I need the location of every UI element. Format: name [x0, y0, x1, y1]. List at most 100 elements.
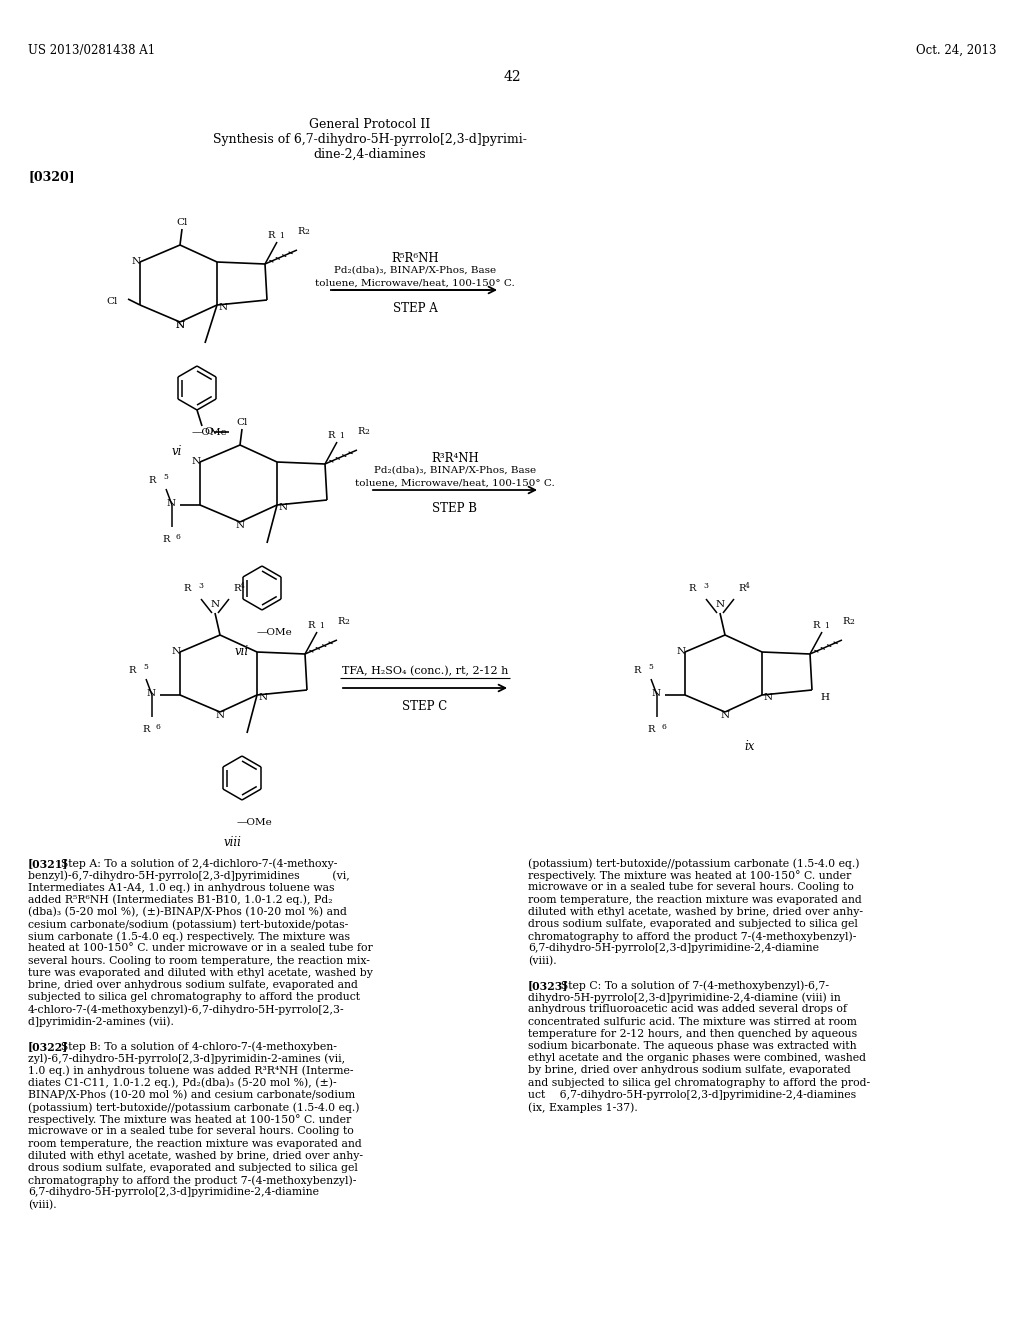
Text: 6: 6	[156, 723, 161, 731]
Text: diates C1-C11, 1.0-1.2 eq.), Pd₂(dba)₃ (5-20 mol %), (±)-: diates C1-C11, 1.0-1.2 eq.), Pd₂(dba)₃ (…	[28, 1077, 337, 1088]
Text: R: R	[233, 583, 241, 593]
Text: Cl: Cl	[106, 297, 118, 305]
Text: sium carbonate (1.5-4.0 eq.) respectively. The mixture was: sium carbonate (1.5-4.0 eq.) respectivel…	[28, 931, 350, 941]
Text: N: N	[175, 322, 184, 330]
Text: temperature for 2-12 hours, and then quenched by aqueous: temperature for 2-12 hours, and then que…	[528, 1028, 857, 1039]
Text: N: N	[146, 689, 156, 697]
Text: uct  6,7-dihydro-5H-pyrrolo[2,3-d]pyrimidine-2,4-diamines: uct 6,7-dihydro-5H-pyrrolo[2,3-d]pyrimid…	[528, 1090, 856, 1100]
Text: 6: 6	[176, 533, 181, 541]
Text: [0323]: [0323]	[528, 979, 568, 991]
Text: N: N	[279, 503, 288, 511]
Text: O: O	[205, 428, 213, 437]
Text: N: N	[211, 601, 219, 609]
Text: R: R	[307, 620, 315, 630]
Text: dine-2,4-diamines: dine-2,4-diamines	[313, 148, 426, 161]
Text: R: R	[813, 620, 820, 630]
Text: respectively. The mixture was heated at 100-150° C. under: respectively. The mixture was heated at …	[528, 870, 851, 880]
Text: N: N	[716, 601, 725, 609]
Text: toluene, Microwave/heat, 100-150° C.: toluene, Microwave/heat, 100-150° C.	[315, 279, 515, 288]
Text: anhydrous trifluoroacetic acid was added several drops of: anhydrous trifluoroacetic acid was added…	[528, 1005, 847, 1014]
Text: Intermediates A1-A4, 1.0 eq.) in anhydrous toluene was: Intermediates A1-A4, 1.0 eq.) in anhydro…	[28, 882, 335, 892]
Text: R³R⁴NH: R³R⁴NH	[431, 451, 479, 465]
Text: N: N	[131, 257, 140, 267]
Text: 3: 3	[198, 582, 203, 590]
Text: R: R	[738, 583, 745, 593]
Text: R: R	[148, 477, 156, 484]
Text: (potassium) tert-butoxide//potassium carbonate (1.5-4.0 eq.): (potassium) tert-butoxide//potassium car…	[528, 858, 859, 869]
Text: N: N	[175, 322, 184, 330]
Text: drous sodium sulfate, evaporated and subjected to silica gel: drous sodium sulfate, evaporated and sub…	[28, 1163, 357, 1173]
Text: US 2013/0281438 A1: US 2013/0281438 A1	[28, 44, 155, 57]
Text: respectively. The mixture was heated at 100-150° C. under: respectively. The mixture was heated at …	[28, 1114, 351, 1125]
Text: Pd₂(dba)₃, BINAP/X-Phos, Base: Pd₂(dba)₃, BINAP/X-Phos, Base	[334, 267, 496, 275]
Text: chromatography to afford the product 7-(4-methoxybenzyl)-: chromatography to afford the product 7-(…	[28, 1175, 356, 1185]
Text: (viii).: (viii).	[28, 1200, 56, 1210]
Text: microwave or in a sealed tube for several hours. Cooling to: microwave or in a sealed tube for severa…	[28, 1126, 353, 1137]
Text: drous sodium sulfate, evaporated and subjected to silica gel: drous sodium sulfate, evaporated and sub…	[528, 919, 858, 929]
Text: R: R	[688, 583, 696, 593]
Text: added R⁵R⁶NH (Intermediates B1-B10, 1.0-1.2 eq.), Pd₂: added R⁵R⁶NH (Intermediates B1-B10, 1.0-…	[28, 895, 333, 906]
Text: R: R	[337, 616, 344, 626]
Text: N: N	[236, 521, 245, 531]
Text: microwave or in a sealed tube for several hours. Cooling to: microwave or in a sealed tube for severa…	[528, 882, 854, 892]
Text: dihydro-5H-pyrrolo[2,3-d]pyrimidine-2,4-diamine (viii) in: dihydro-5H-pyrrolo[2,3-d]pyrimidine-2,4-…	[528, 993, 841, 1003]
Text: —OMe: —OMe	[237, 818, 272, 828]
Text: cesium carbonate/sodium (potassium) tert-butoxide/potas-: cesium carbonate/sodium (potassium) tert…	[28, 919, 348, 929]
Text: benzyl)-6,7-dihydro-5H-pyrrolo[2,3-d]pyrimidines   (vi,: benzyl)-6,7-dihydro-5H-pyrrolo[2,3-d]pyr…	[28, 870, 350, 880]
Text: N: N	[215, 711, 224, 721]
Text: STEP C: STEP C	[402, 700, 447, 713]
Text: 1: 1	[279, 232, 284, 240]
Text: vii: vii	[234, 645, 249, 657]
Text: R: R	[297, 227, 304, 236]
Text: N: N	[677, 648, 685, 656]
Text: concentrated sulfuric acid. The mixture was stirred at room: concentrated sulfuric acid. The mixture …	[528, 1016, 857, 1027]
Text: BINAP/X-Phos (10-20 mol %) and cesium carbonate/sodium: BINAP/X-Phos (10-20 mol %) and cesium ca…	[28, 1090, 355, 1100]
Text: 6,7-dihydro-5H-pyrrolo[2,3-d]pyrimidine-2,4-diamine: 6,7-dihydro-5H-pyrrolo[2,3-d]pyrimidine-…	[28, 1188, 319, 1197]
Text: sodium bicarbonate. The aqueous phase was extracted with: sodium bicarbonate. The aqueous phase wa…	[528, 1041, 857, 1051]
Text: (dba)₃ (5-20 mol %), (±)-BINAP/X-Phos (10-20 mol %) and: (dba)₃ (5-20 mol %), (±)-BINAP/X-Phos (1…	[28, 907, 347, 917]
Text: (potassium) tert-butoxide//potassium carbonate (1.5-4.0 eq.): (potassium) tert-butoxide//potassium car…	[28, 1102, 359, 1113]
Text: 4: 4	[745, 582, 750, 590]
Text: N: N	[259, 693, 268, 701]
Text: R: R	[142, 725, 150, 734]
Text: Synthesis of 6,7-dihydro-5H-pyrrolo[2,3-d]pyrimi-: Synthesis of 6,7-dihydro-5H-pyrrolo[2,3-…	[213, 133, 527, 147]
Text: Step A: To a solution of 2,4-dichloro-7-(4-methoxy-: Step A: To a solution of 2,4-dichloro-7-…	[50, 858, 338, 869]
Text: STEP A: STEP A	[392, 302, 437, 315]
Text: N: N	[167, 499, 176, 507]
Text: vi: vi	[172, 445, 182, 458]
Text: 3: 3	[703, 582, 708, 590]
Text: R: R	[328, 432, 335, 440]
Text: 2: 2	[849, 618, 854, 626]
Text: STEP B: STEP B	[432, 502, 477, 515]
Text: toluene, Microwave/heat, 100-150° C.: toluene, Microwave/heat, 100-150° C.	[355, 479, 555, 488]
Text: H: H	[820, 693, 829, 702]
Text: ix: ix	[744, 741, 755, 752]
Text: General Protocol II: General Protocol II	[309, 117, 431, 131]
Text: R: R	[183, 583, 191, 593]
Text: [0320]: [0320]	[28, 170, 75, 183]
Text: 2: 2	[364, 428, 369, 436]
Text: N: N	[764, 693, 773, 701]
Text: 2: 2	[344, 618, 349, 626]
Text: room temperature, the reaction mixture was evaporated and: room temperature, the reaction mixture w…	[28, 1139, 361, 1148]
Text: R: R	[267, 231, 275, 240]
Text: 6,7-dihydro-5H-pyrrolo[2,3-d]pyrimidine-2,4-diamine: 6,7-dihydro-5H-pyrrolo[2,3-d]pyrimidine-…	[528, 944, 819, 953]
Text: N: N	[171, 648, 180, 656]
Text: ture was evaporated and diluted with ethyl acetate, washed by: ture was evaporated and diluted with eth…	[28, 968, 373, 978]
Text: R: R	[129, 667, 136, 675]
Text: R: R	[357, 426, 365, 436]
Text: N: N	[191, 458, 201, 466]
Text: by brine, dried over anhydrous sodium sulfate, evaporated: by brine, dried over anhydrous sodium su…	[528, 1065, 851, 1076]
Text: 2: 2	[304, 228, 309, 236]
Text: [0322]: [0322]	[28, 1041, 69, 1052]
Text: brine, dried over anhydrous sodium sulfate, evaporated and: brine, dried over anhydrous sodium sulfa…	[28, 979, 357, 990]
Text: (viii).: (viii).	[528, 956, 557, 966]
Text: Step C: To a solution of 7-(4-methoxybenzyl)-6,7-: Step C: To a solution of 7-(4-methoxyben…	[551, 979, 829, 990]
Text: diluted with ethyl acetate, washed by brine, dried over anhy-: diluted with ethyl acetate, washed by br…	[528, 907, 863, 917]
Text: TFA, H₂SO₄ (conc.), rt, 2-12 h: TFA, H₂SO₄ (conc.), rt, 2-12 h	[342, 667, 508, 676]
Text: 1.0 eq.) in anhydrous toluene was added R³R⁴NH (Interme-: 1.0 eq.) in anhydrous toluene was added …	[28, 1065, 353, 1076]
Text: N: N	[219, 302, 228, 312]
Text: subjected to silica gel chromatography to afford the product: subjected to silica gel chromatography t…	[28, 993, 360, 1002]
Text: several hours. Cooling to room temperature, the reaction mix-: several hours. Cooling to room temperatu…	[28, 956, 370, 966]
Text: —OMe: —OMe	[257, 628, 293, 638]
